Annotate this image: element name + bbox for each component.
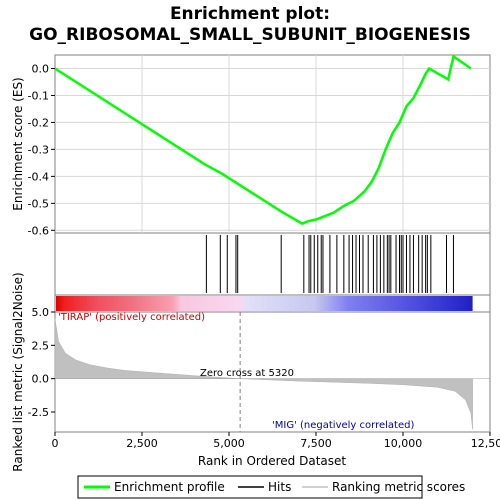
chart-title-line2: GO_RIBOSOMAL_SMALL_SUBUNIT_BIOGENESIS bbox=[29, 25, 471, 45]
es-tick-label: -0.1 bbox=[28, 89, 49, 102]
es-tick-label: -0.2 bbox=[28, 116, 49, 129]
es-tick-label: -0.4 bbox=[28, 170, 49, 183]
ranked-tick-label: -2.5 bbox=[28, 406, 49, 419]
x-tick-label: 12,500 bbox=[471, 437, 500, 450]
enrichment-profile-line bbox=[54, 54, 472, 225]
ranked-y-ticks: 5.0 2.5 0.0 -2.5 bbox=[28, 306, 55, 419]
hits-series bbox=[205, 235, 454, 293]
es-tick-label: -0.5 bbox=[28, 197, 49, 210]
es-tick-label: 0.0 bbox=[32, 62, 50, 75]
es-tick-label: -0.6 bbox=[28, 224, 49, 237]
ranked-tick-label: 2.5 bbox=[32, 339, 50, 352]
x-tick-label: 0 bbox=[52, 437, 59, 450]
ranking-colorbar bbox=[56, 296, 473, 311]
legend-profile-label: Enrichment profile bbox=[114, 480, 225, 494]
legend-metric-label: Ranking metric scores bbox=[332, 480, 465, 494]
x-axis-label: Rank in Ordered Dataset bbox=[198, 454, 346, 468]
hits-panel-frame bbox=[54, 232, 491, 296]
zero-cross-label: Zero cross at 5320 bbox=[200, 368, 294, 379]
enrichment-profile-series bbox=[54, 54, 472, 225]
neg-correlated-label: 'MIG' (negatively correlated) bbox=[272, 420, 414, 431]
es-grid bbox=[55, 55, 490, 233]
x-tick-label: 7,500 bbox=[300, 437, 332, 450]
x-ticks: 0 2,500 5,000 7,500 10,000 12,500 bbox=[52, 432, 500, 450]
es-y-axis-label: Enrichment score (ES) bbox=[11, 77, 25, 210]
legend: Enrichment profile Hits Ranking metric s… bbox=[77, 475, 465, 499]
x-tick-label: 10,000 bbox=[384, 437, 423, 450]
es-y-ticks: 0.0 -0.1 -0.2 -0.3 -0.4 -0.5 -0.6 bbox=[28, 62, 55, 237]
legend-hits-label: Hits bbox=[268, 480, 291, 494]
chart-title-line1: Enrichment plot: bbox=[170, 4, 330, 24]
ranked-tick-label: 0.0 bbox=[32, 373, 50, 386]
colorbar-gradient bbox=[56, 296, 473, 311]
ranked-tick-label: 5.0 bbox=[32, 306, 50, 319]
x-tick-label: 5,000 bbox=[213, 437, 245, 450]
ranked-y-axis-label: Ranked list metric (Signal2Noise) bbox=[11, 272, 25, 471]
pos-correlated-label: 'TIRAP' (positively correlated) bbox=[58, 312, 205, 323]
ranking-metric-series bbox=[54, 312, 490, 432]
x-tick-label: 2,500 bbox=[126, 437, 158, 450]
es-tick-label: -0.3 bbox=[28, 143, 49, 156]
